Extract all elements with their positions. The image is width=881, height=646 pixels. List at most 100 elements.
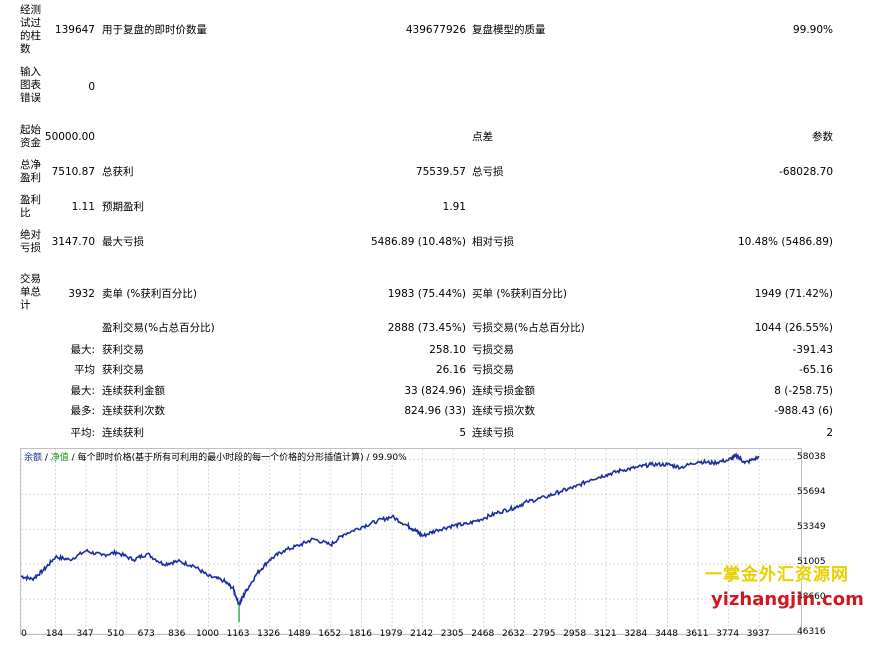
y-tick-label: 48660 (797, 592, 826, 603)
ticks-modelled-value: 439677926 (405, 24, 466, 36)
avg-consec-profit-label: 连续获利 (102, 427, 144, 439)
x-tick-label: 510 (107, 629, 125, 639)
ticks-modelled-label: 用于复盘的即时价数量 (102, 24, 207, 36)
max-consec-profit-value: 33 (824.96) (404, 385, 466, 397)
spread-value: 参数 (812, 131, 833, 143)
total-trades-value: 3932 (68, 288, 95, 300)
x-tick-label: 3284 (624, 629, 648, 639)
average-loss-value: -65.16 (799, 364, 833, 376)
largest-loss-value: -391.43 (792, 344, 833, 356)
gross-profit-label: 总获利 (102, 166, 134, 178)
y-tick-label: 58038 (797, 452, 826, 463)
profit-trades-label: 盈利交易(%占总百分比) (102, 322, 215, 334)
largest-profit-label: 获利交易 (102, 344, 144, 356)
expected-payoff-label: 预期盈利 (102, 201, 144, 213)
balance-chart-svg (20, 449, 801, 635)
watermark-url: yizhangjin.com (711, 589, 864, 610)
y-tick-label: 46316 (797, 627, 826, 637)
largest-profit-value: 258.10 (429, 344, 466, 356)
x-tick-label: 836 (168, 629, 186, 639)
profit-factor-label: 盈利比 (20, 194, 41, 219)
x-tick-label: 2795 (532, 629, 556, 639)
x-tick-label: 1326 (257, 629, 281, 639)
gross-profit-value: 75539.57 (415, 166, 466, 178)
gross-loss-value: -68028.70 (779, 166, 833, 178)
x-tick-label: 1489 (287, 629, 311, 639)
x-tick-label: 3937 (746, 629, 770, 639)
x-tick-label: 347 (76, 629, 94, 639)
long-positions-value: 1949 (71.42%) (754, 288, 833, 300)
modelling-quality-value: 99.90% (792, 24, 833, 36)
average-profit-label: 获利交易 (102, 364, 144, 376)
balance-chart (20, 448, 802, 635)
net-profit-value: 7510.87 (51, 166, 95, 178)
watermark-title: 一掌金外汇资源网 (705, 565, 849, 585)
largest-loss-label: 亏损交易 (472, 344, 514, 356)
x-tick-label: 673 (137, 629, 155, 639)
short-positions-value: 1983 (75.44%) (387, 288, 466, 300)
balance-legend: 余额 (24, 453, 43, 463)
maximal-consec-loss-label: 连续亏损次数 (472, 405, 535, 417)
average-loss-label: 亏损交易 (472, 364, 514, 376)
relative-drawdown-value: 10.48% (5486.89) (738, 236, 833, 248)
initial-deposit-value: 50000.00 (44, 131, 95, 143)
x-tick-label: 3611 (685, 629, 709, 639)
model-legend: 每个即时价格(基于所有可利用的最小时段的每一个价格的分形插值计算) (77, 453, 364, 463)
avg-consec-profit-value: 5 (459, 427, 466, 439)
relative-drawdown-label: 相对亏损 (472, 236, 514, 248)
y-tick-label: 51005 (797, 557, 826, 568)
maximal-consec-profit-label: 连续获利次数 (102, 405, 165, 417)
legend-separator: / (42, 453, 51, 463)
average-profit-value: 26.16 (435, 364, 466, 376)
x-tick-label: 3121 (593, 629, 617, 639)
maximal-drawdown-label: 最大亏损 (102, 236, 144, 248)
quality-legend: 99.90% (372, 453, 407, 463)
x-tick-label: 1652 (318, 629, 342, 639)
avg-consec-loss-value: 2 (826, 427, 833, 439)
gross-loss-label: 总亏损 (472, 166, 504, 178)
max-consec-row-label: 最大: (70, 385, 95, 397)
equity-legend: 净值 (50, 453, 69, 463)
initial-deposit-label: 起始资金 (20, 124, 41, 149)
short-positions-label: 卖单 (%获利百分比) (102, 288, 198, 300)
balance-series-line (20, 452, 760, 606)
mismatched-errors-label: 输入图表错误 (20, 66, 41, 104)
maximal-consec-row-label: 最多: (70, 405, 95, 417)
x-tick-label: 2305 (440, 629, 464, 639)
max-consec-profit-label: 连续获利金额 (102, 385, 165, 397)
expected-payoff-value: 1.91 (442, 201, 466, 213)
loss-trades-label: 亏损交易(%占总百分比) (472, 322, 585, 334)
average-row-label: 平均 (74, 364, 95, 376)
mismatched-errors-value: 0 (88, 81, 95, 93)
largest-row-label: 最大: (70, 344, 95, 356)
profit-trades-value: 2888 (73.45%) (387, 322, 466, 334)
profit-factor-value: 1.11 (71, 201, 95, 213)
chart-header: 余额 / 净值 / 每个即时价格(基于所有可利用的最小时段的每一个价格的分形插值… (24, 450, 407, 463)
avg-consec-row-label: 平均: (70, 427, 95, 439)
long-positions-label: 买单 (%获利百分比) (472, 288, 568, 300)
avg-consec-loss-label: 连续亏损 (472, 427, 514, 439)
modelling-quality-label: 复盘模型的质量 (472, 24, 546, 36)
x-tick-label: 3448 (655, 629, 678, 639)
maximal-consec-profit-value: 824.96 (33) (404, 405, 466, 417)
maximal-consec-loss-value: -988.43 (6) (774, 405, 833, 417)
loss-trades-value: 1044 (26.55%) (754, 322, 833, 334)
x-tick-label: 1816 (349, 629, 372, 639)
absolute-drawdown-label: 绝对亏损 (20, 229, 41, 254)
x-tick-label: 2142 (410, 629, 434, 639)
legend-separator: / (68, 453, 78, 463)
absolute-drawdown-value: 3147.70 (51, 236, 95, 248)
x-tick-label: 2632 (502, 629, 525, 639)
maximal-drawdown-value: 5486.89 (10.48%) (371, 236, 466, 248)
spread-label: 点差 (472, 131, 493, 143)
x-tick-label: 1163 (226, 629, 250, 639)
bars-tested-value: 139647 (54, 24, 95, 36)
legend-separator: / (363, 453, 373, 463)
x-tick-label: 1979 (379, 629, 403, 639)
net-profit-label: 总净盈利 (20, 159, 41, 184)
x-tick-label: 0 (21, 629, 27, 639)
bars-tested-label: 经测试过的柱数 (20, 4, 41, 55)
max-consec-loss-value: 8 (-258.75) (774, 385, 833, 397)
max-consec-loss-label: 连续亏损金额 (472, 385, 535, 397)
x-tick-label: 2468 (471, 629, 495, 639)
